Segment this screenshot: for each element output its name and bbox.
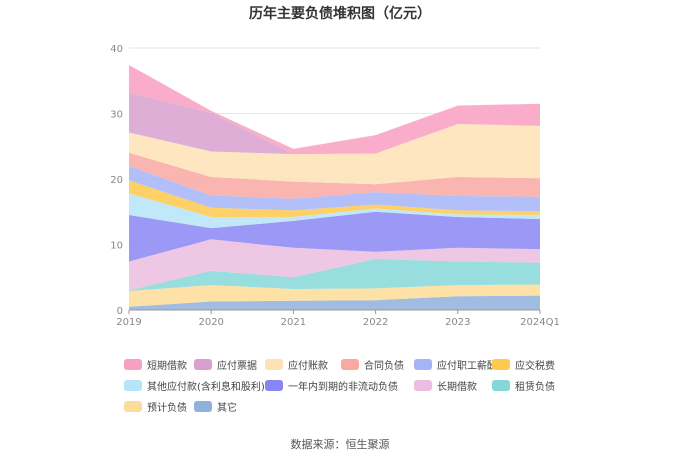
- legend-item[interactable]: 应交税费: [492, 356, 555, 372]
- area-series: [129, 295, 540, 310]
- area-series: [129, 65, 540, 155]
- legend-label: 应付职工薪酬: [437, 360, 497, 372]
- x-tick-label: 2021: [281, 317, 306, 328]
- y-tick-label: 30: [110, 110, 123, 121]
- legend-swatch: [492, 379, 510, 391]
- chart-title: 历年主要负债堆积图（亿元）: [249, 6, 431, 22]
- legend-swatch: [265, 379, 283, 391]
- legend-item[interactable]: 其它: [194, 398, 237, 414]
- source-note: 数据来源：恒生聚源: [290, 438, 390, 451]
- x-tick-label: 2019: [116, 317, 141, 328]
- area-series: [129, 180, 540, 217]
- legend-label: 短期借款: [147, 360, 187, 372]
- legend-swatch: [194, 358, 212, 370]
- legend-swatch: [124, 358, 142, 370]
- legend-item[interactable]: 其他应付款(含利息和股利): [124, 377, 265, 393]
- y-tick-label: 0: [117, 306, 123, 317]
- area-series: [129, 193, 540, 229]
- legend-item[interactable]: 长期借款: [414, 377, 477, 393]
- legend-item[interactable]: 预计负债: [124, 398, 187, 414]
- legend-label: 应付票据: [217, 360, 257, 372]
- legend-item[interactable]: 一年内到期的非流动负债: [265, 377, 398, 393]
- legend-label: 其他应付款(含利息和股利): [147, 381, 265, 393]
- stacked-area-chart: 0 10 20 30 40 2019 2020 2021 2022 2023 2024Q1: [110, 44, 560, 328]
- legend-swatch: [492, 358, 510, 370]
- area-series: [129, 211, 540, 262]
- legend-swatch: [124, 379, 142, 391]
- area-series: [129, 124, 540, 185]
- y-tick-label: 40: [110, 44, 123, 55]
- legend-swatch: [414, 358, 432, 370]
- legend-item[interactable]: 租赁负债: [492, 377, 555, 393]
- area-series: [129, 165, 540, 212]
- legend-label: 其它: [217, 402, 237, 414]
- area-series: [129, 152, 540, 199]
- legend-swatch: [414, 379, 432, 391]
- legend-item[interactable]: 短期借款: [124, 356, 187, 372]
- x-tick-label: 2020: [198, 317, 223, 328]
- legend-item[interactable]: 应付职工薪酬: [414, 356, 497, 372]
- area-series: [129, 92, 540, 155]
- legend-swatch: [194, 400, 212, 412]
- y-tick-label: 10: [110, 241, 123, 252]
- legend-item[interactable]: 合同负债: [341, 356, 404, 372]
- legend-swatch: [124, 400, 142, 412]
- legend-label: 应交税费: [515, 360, 555, 372]
- legend-swatch: [265, 358, 283, 370]
- legend-label: 预计负债: [147, 402, 187, 414]
- legend-label: 合同负债: [364, 360, 404, 372]
- legend-label: 租赁负债: [515, 381, 555, 393]
- legend-item[interactable]: 应付账款: [265, 356, 328, 372]
- area-series: [129, 284, 540, 307]
- x-tick-label: 2023: [445, 317, 470, 328]
- y-tick-label: 20: [110, 175, 123, 186]
- legend-label: 应付账款: [288, 360, 328, 372]
- area-series: [129, 239, 540, 291]
- legend-label: 一年内到期的非流动负债: [288, 381, 398, 393]
- legend-label: 长期借款: [437, 381, 477, 393]
- x-tick-label: 2022: [363, 317, 388, 328]
- x-tick-label: 2024Q1: [520, 317, 560, 328]
- legend-swatch: [341, 358, 359, 370]
- legend-item[interactable]: 应付票据: [194, 356, 257, 372]
- area-series: [129, 258, 540, 291]
